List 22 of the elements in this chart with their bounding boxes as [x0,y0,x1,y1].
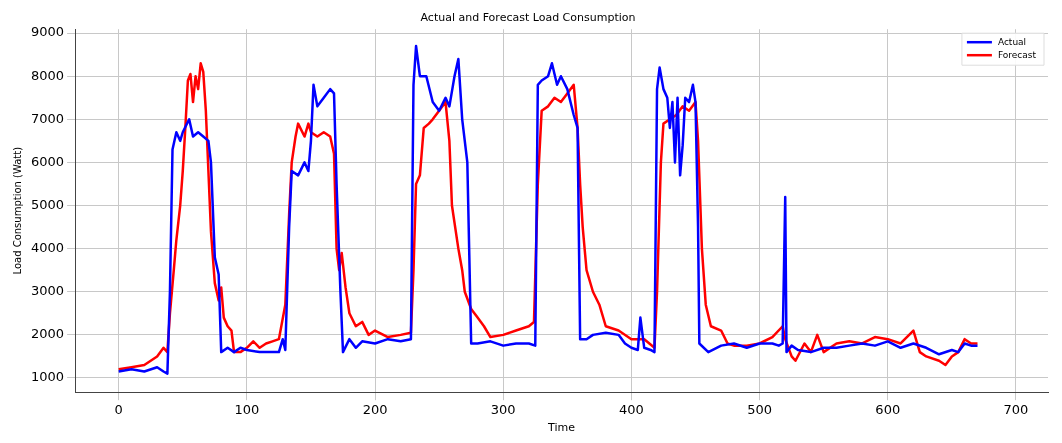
legend-label: Forecast [997,49,1037,60]
x-tick-label: 600 [875,402,901,418]
x-tick-label: 500 [747,402,772,418]
x-tick-label: 400 [618,402,644,418]
y-tick-label: 7000 [30,110,65,126]
x-tick-label: 200 [362,402,388,418]
y-tick-label: 3000 [30,283,65,299]
x-tick-label: 300 [490,402,516,418]
y-tick-label: 4000 [30,240,65,256]
y-tick-label: 6000 [30,153,65,169]
y-tick-label: 8000 [30,67,65,83]
chart-title: Actual and Forecast Load Consumption [420,11,636,25]
y-tick-label: 9000 [30,24,65,40]
y-axis-title: Load Consumption (Watt) [11,146,23,275]
x-axis-title: Time [547,421,576,435]
y-tick-label: 1000 [30,369,65,385]
x-tick-label: 100 [234,402,260,418]
x-tick-label: 0 [114,402,123,418]
y-tick-label: 5000 [30,196,65,212]
x-tick-label: 700 [1003,402,1029,418]
legend-label: Actual [997,36,1027,47]
y-tick-label: 2000 [30,326,65,342]
